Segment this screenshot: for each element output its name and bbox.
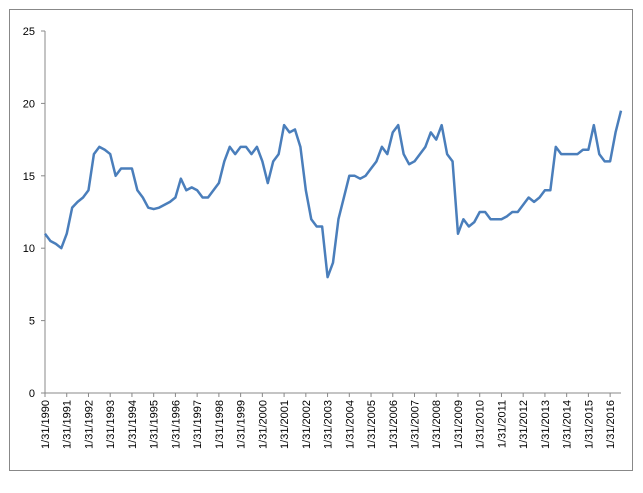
y-tick-label: 25 — [23, 26, 35, 38]
x-tick-label: 1/31/2000 — [257, 400, 269, 449]
x-tick-label: 1/31/2014 — [562, 400, 574, 449]
x-tick-label: 1/31/2009 — [453, 400, 465, 449]
x-tick-label: 1/31/1999 — [236, 400, 248, 449]
x-tick-label: 1/31/2006 — [388, 400, 400, 449]
x-tick-label: 1/31/1990 — [40, 400, 52, 449]
x-tick-label: 1/31/2010 — [475, 400, 487, 449]
y-tick-label: 15 — [23, 171, 35, 183]
x-tick-label: 1/31/1991 — [62, 400, 74, 449]
x-tick-label: 1/31/2013 — [540, 400, 552, 449]
y-tick-label: 20 — [23, 98, 35, 110]
line-series — [44, 110, 623, 279]
x-tick-label: 1/31/2016 — [605, 400, 617, 449]
x-tick-label: 1/31/1998 — [214, 400, 226, 449]
x-tick-label: 1/31/2003 — [323, 400, 335, 449]
x-tick-label: 1/31/2011 — [496, 400, 508, 448]
x-tick-label: 1/31/2015 — [583, 400, 595, 449]
x-tick-label: 1/31/2001 — [279, 400, 291, 449]
x-tick-label: 1/31/2012 — [518, 400, 530, 449]
x-tick-label: 1/31/1995 — [149, 400, 161, 449]
x-tick-label: 1/31/1997 — [192, 400, 204, 449]
x-tick-label: 1/31/1993 — [105, 400, 117, 449]
x-tick-label: 1/31/2007 — [410, 400, 422, 449]
x-tick-label: 1/31/2002 — [301, 400, 313, 449]
y-tick-label: 5 — [29, 316, 35, 328]
chart-frame — [9, 9, 633, 471]
x-tick-label: 1/31/1996 — [170, 400, 182, 449]
x-tick-label: 1/31/1994 — [127, 400, 139, 449]
y-tick-label: 10 — [23, 243, 35, 255]
y-tick-label: 0 — [29, 388, 35, 400]
x-tick-label: 1/31/1992 — [83, 400, 95, 449]
x-tick-label: 1/31/2005 — [366, 400, 378, 449]
x-tick-label: 1/31/2004 — [344, 400, 356, 449]
x-tick-label: 1/31/2008 — [431, 400, 443, 449]
